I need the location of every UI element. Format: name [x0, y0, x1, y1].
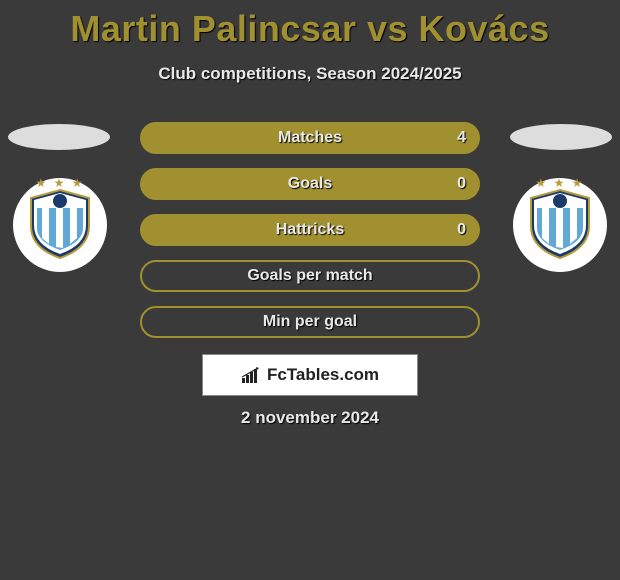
page-title: Martin Palincsar vs Kovács — [0, 0, 620, 50]
club-badge-left: ★ ★ ★ — [10, 178, 110, 270]
stat-label: Hattricks — [276, 221, 344, 239]
brand-text: FcTables.com — [267, 365, 379, 385]
stat-value-right: 0 — [457, 175, 466, 193]
footer-date: 2 november 2024 — [0, 408, 620, 428]
club-badge-right: ★ ★ ★ — [510, 178, 610, 270]
shield-icon — [527, 188, 593, 260]
stat-label: Min per goal — [263, 313, 357, 331]
stat-value-right: 4 — [457, 129, 466, 147]
stat-label: Goals — [288, 175, 332, 193]
fctables-brand-box[interactable]: FcTables.com — [202, 354, 418, 396]
stat-value-right: 0 — [457, 221, 466, 239]
stat-row-matches: Matches 4 — [140, 122, 480, 154]
stat-label: Matches — [278, 129, 342, 147]
stat-row-min-per-goal: Min per goal — [140, 306, 480, 338]
player-placeholder-left — [8, 124, 110, 150]
stat-label: Goals per match — [247, 267, 372, 285]
stats-container: Matches 4 Goals 0 Hattricks 0 Goals per … — [140, 122, 480, 352]
subtitle: Club competitions, Season 2024/2025 — [0, 64, 620, 84]
stat-row-hattricks: Hattricks 0 — [140, 214, 480, 246]
shield-icon — [27, 188, 93, 260]
player-placeholder-right — [510, 124, 612, 150]
stat-row-goals-per-match: Goals per match — [140, 260, 480, 292]
chart-icon — [241, 366, 263, 384]
stat-row-goals: Goals 0 — [140, 168, 480, 200]
